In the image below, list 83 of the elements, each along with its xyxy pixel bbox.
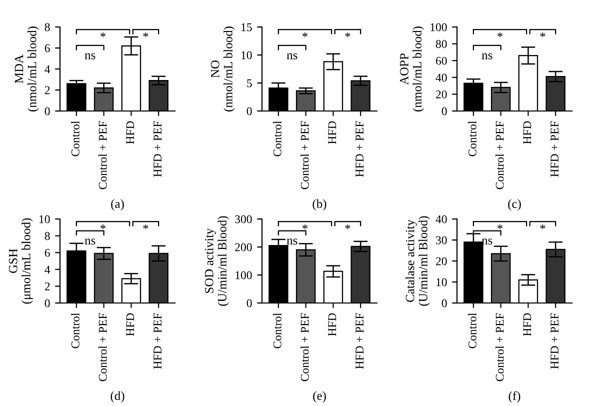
annotation: ns (286, 238, 298, 245)
x-tick-label: Control (468, 312, 476, 348)
y-tick-label: 0 (44, 107, 50, 116)
y-axis-title: MDA (nmol/mL blood) (14, 26, 39, 112)
y-tick-label: 2 (44, 282, 50, 290)
x-tick-label: Control + PEF (495, 121, 504, 190)
y-tick-label: 0 (246, 299, 252, 308)
text: (b) (312, 199, 326, 211)
x-tick-label: Control + PEF (300, 121, 309, 190)
x-tick-label: HFD + PEF (550, 313, 558, 369)
y-tick-label: 0 (44, 299, 50, 308)
annotation: * (143, 32, 148, 38)
text: (c) (508, 199, 521, 211)
y-axis-title: Catalase activity (U/min/ml Blood) (405, 216, 430, 306)
annotation: ns (84, 238, 96, 245)
annotation: * (345, 32, 350, 38)
annotation: * (143, 224, 148, 230)
x-tick-label: HFD + PEF (154, 313, 162, 369)
annotation: ns (482, 53, 492, 60)
y-tick-label: 15 (242, 23, 252, 32)
x-tick-label: Control + PEF (495, 313, 504, 382)
x-tick-label: HFD + PEF (154, 121, 162, 177)
y-tick-label: 5 (247, 79, 252, 88)
text: (a) (111, 199, 124, 211)
x-tick-label: HFD (328, 121, 336, 144)
text: (e) (313, 391, 326, 403)
y-tick-label: 8 (44, 23, 50, 32)
y-tick-label: 10 (242, 51, 252, 60)
y-axis-title: NO (nmol/mL blood) (210, 26, 235, 112)
x-tick-label: Control (71, 120, 80, 156)
y-tick-label: 40 (436, 74, 447, 82)
y-tick-label: 20 (436, 90, 447, 98)
y-tick-label: 4 (44, 65, 50, 74)
annotation: ns (84, 53, 96, 60)
annotation: * (100, 224, 106, 230)
y-tick-label: 80 (436, 40, 447, 48)
text: (f) (508, 391, 520, 403)
y-tick-label: 8 (44, 232, 50, 240)
text: (d) (110, 391, 124, 403)
annotation: * (497, 32, 503, 38)
annotation: * (540, 32, 546, 38)
x-tick-label: Control + PEF (98, 121, 107, 190)
y-tick-label: 0 (442, 107, 447, 116)
x-tick-label: HFD (126, 121, 134, 144)
x-tick-label: HFD + PEF (356, 313, 364, 369)
y-tick-label: 10 (40, 215, 50, 224)
y-tick-label: 300 (235, 215, 252, 224)
x-tick-label: Control + PEF (98, 313, 107, 382)
y-tick-label: 4 (44, 266, 50, 274)
annotation: * (100, 32, 106, 38)
y-tick-label: 60 (436, 56, 447, 65)
y-tick-label: 6 (44, 44, 50, 52)
x-tick-label: HFD (328, 313, 336, 336)
y-axis-title: AOPP (nmol/mL blood) (400, 26, 424, 112)
y-tick-label: 30 (436, 236, 447, 244)
x-tick-label: Control (71, 312, 80, 348)
x-tick-label: HFD + PEF (356, 121, 364, 177)
x-tick-label: Control + PEF (300, 313, 309, 382)
x-tick-label: HFD + PEF (550, 121, 558, 177)
annotation: * (497, 224, 503, 230)
annotation: * (540, 224, 546, 230)
y-tick-label: 20 (436, 257, 447, 266)
x-tick-label: Control (468, 120, 476, 156)
y-tick-label: 2 (44, 86, 50, 94)
annotation: * (302, 224, 308, 230)
y-tick-label: 6 (44, 248, 50, 257)
annotation: ns (286, 53, 298, 60)
annotation: * (302, 32, 308, 38)
x-tick-label: HFD (126, 313, 134, 336)
x-tick-label: HFD (523, 313, 532, 336)
y-axis-title: GSH (μmol/mL blood) (8, 218, 33, 304)
x-tick-label: HFD (523, 121, 532, 144)
y-axis-title: SOD activity (U/min/ml Blood) (204, 216, 230, 306)
y-tick-label: 100 (430, 23, 447, 32)
x-tick-label: Control (273, 120, 282, 156)
annotation: * (345, 224, 350, 230)
y-tick-label: 100 (236, 271, 252, 280)
x-tick-label: Control (273, 312, 282, 348)
y-tick-label: 0 (246, 107, 252, 116)
y-tick-label: 200 (235, 243, 252, 252)
y-tick-label: 0 (442, 299, 447, 308)
y-tick-label: 10 (436, 278, 447, 286)
y-tick-label: 40 (436, 215, 447, 224)
